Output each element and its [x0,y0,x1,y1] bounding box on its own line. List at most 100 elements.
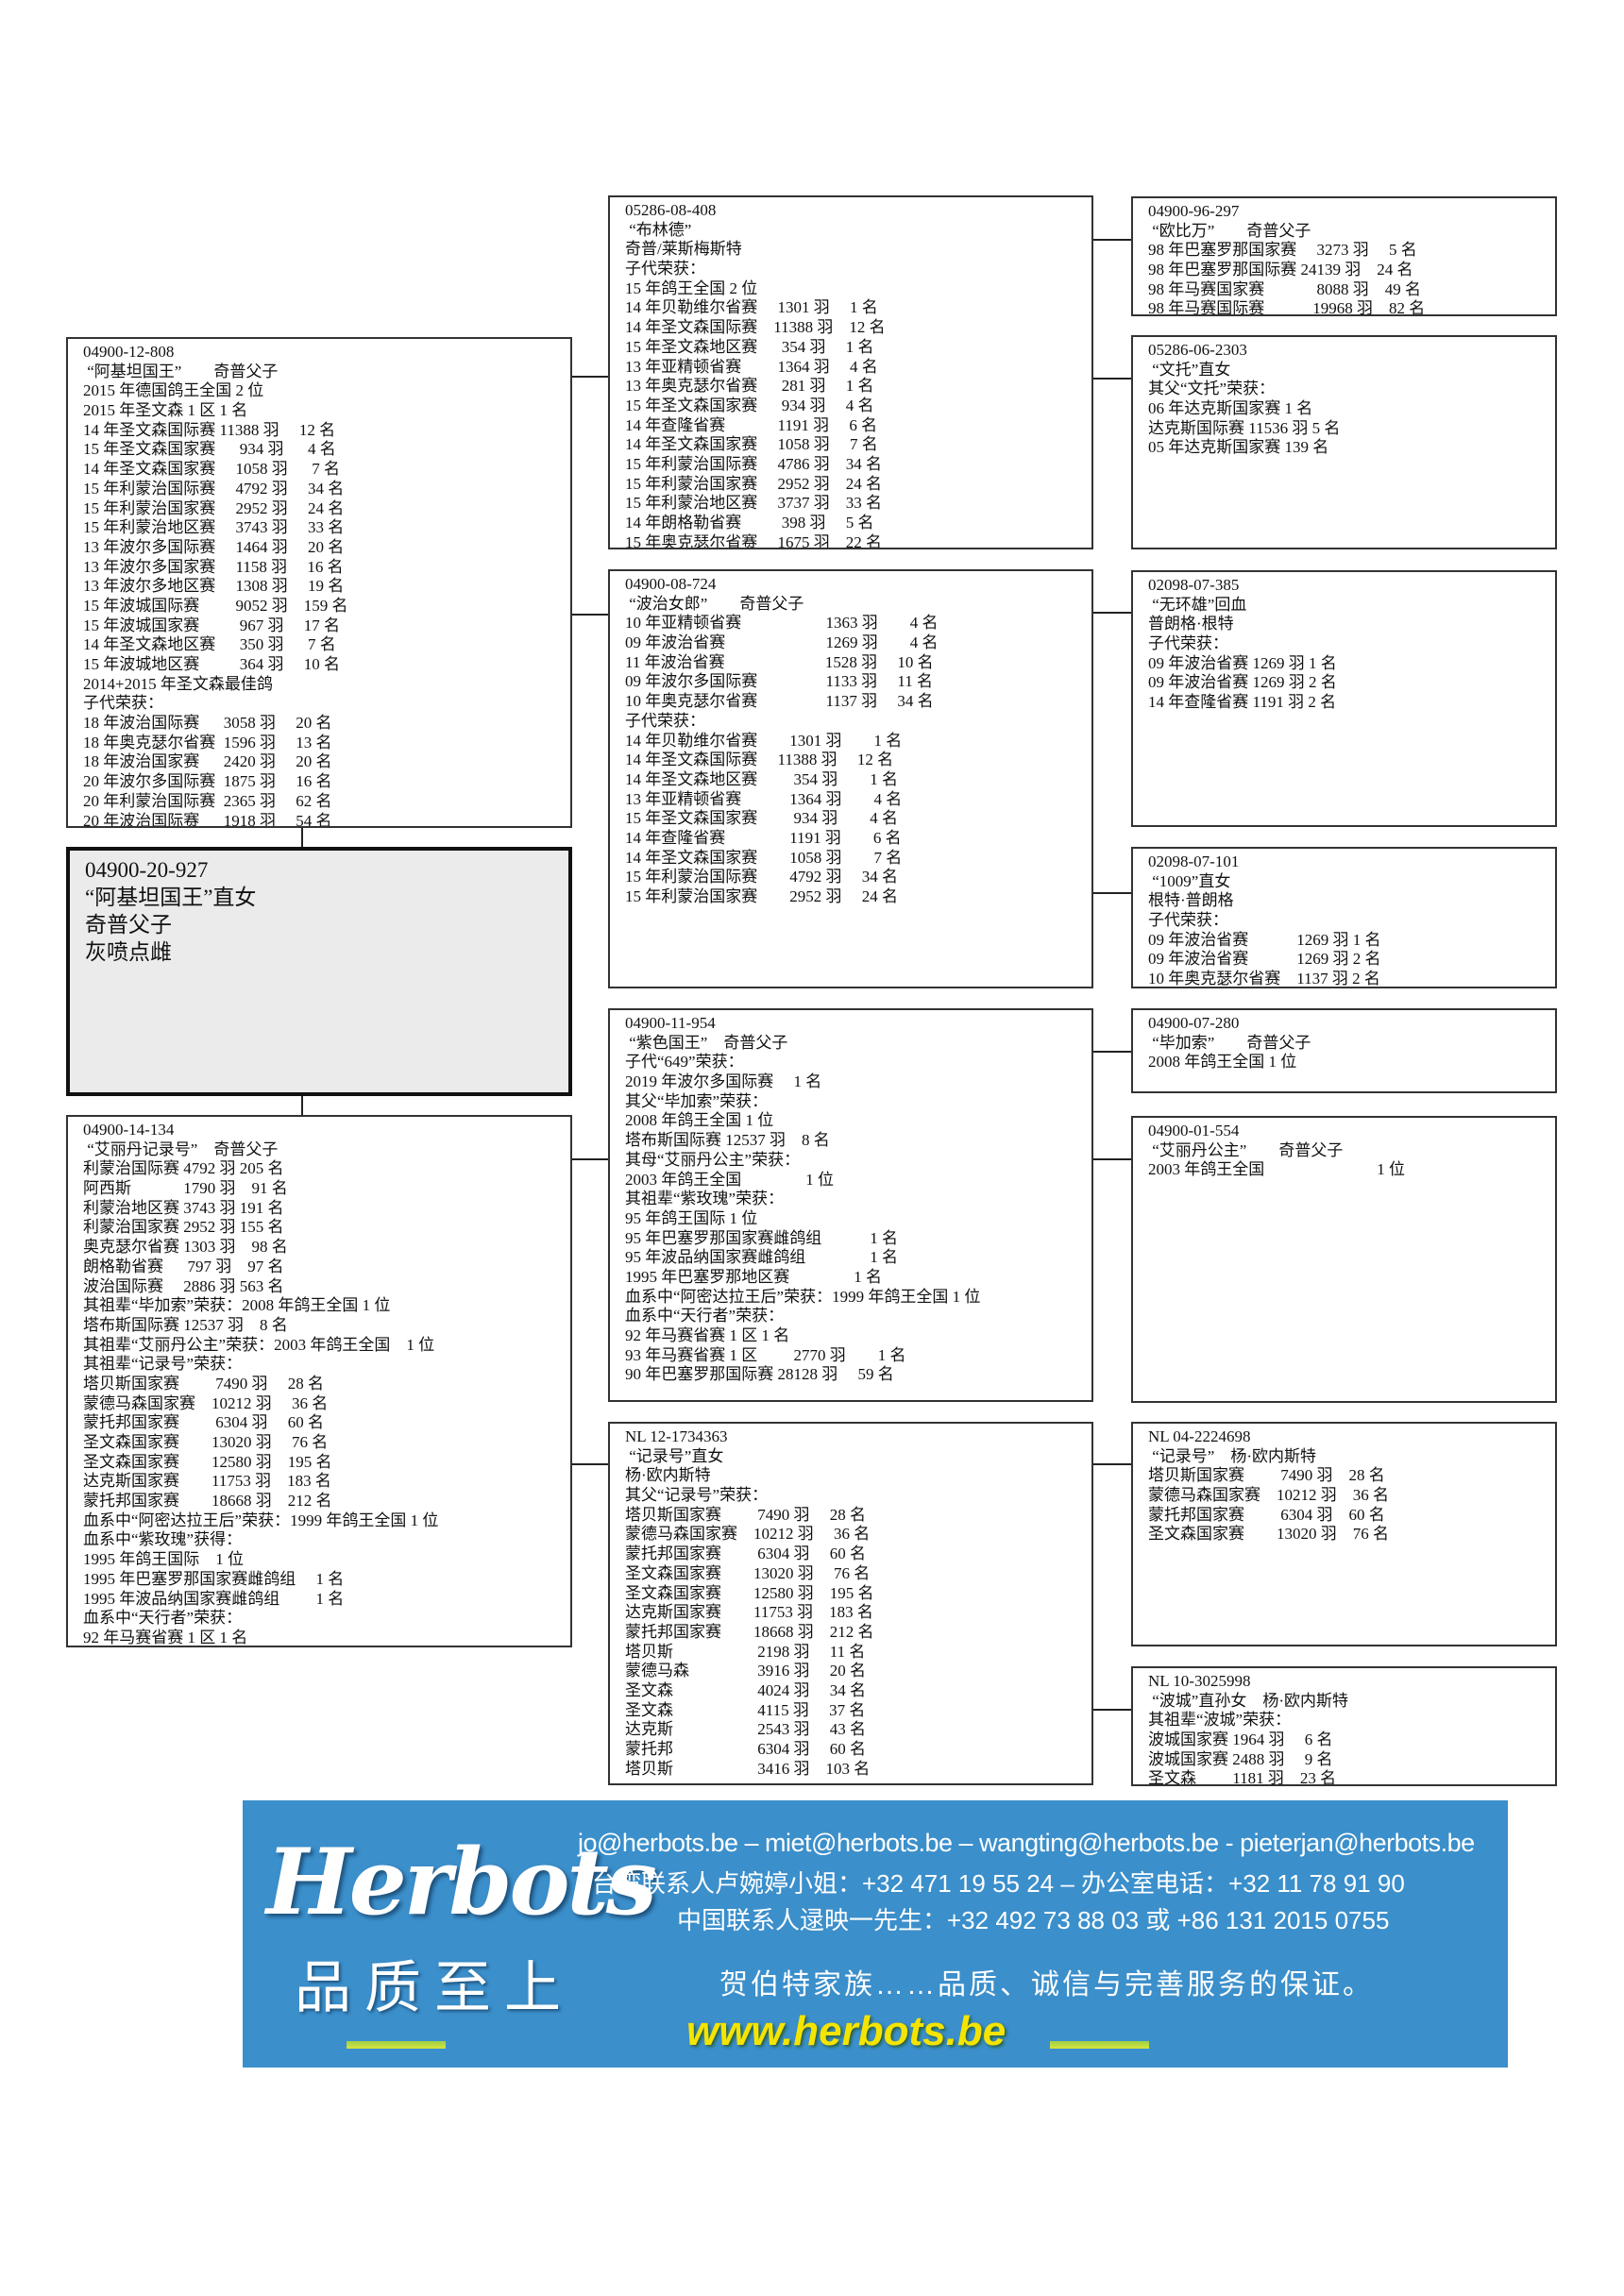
card-line: 2008 年鸽王全国 1 位 [1148,1053,1297,1072]
card-line: 子代荣获： [83,694,163,713]
card-line: 蒙托邦国家赛 6304 羽 60 名 [1148,1505,1385,1524]
card-line: 奇普父子 [85,913,172,937]
card-line: 奇普/莱斯梅斯特 [625,240,742,259]
card-line: “阿基坦国王” 奇普父子 [83,362,279,380]
card-line: 子代荣获： [625,260,705,279]
card-line: 血系中“天行者”荣获： [625,1307,785,1325]
card-line: 18 年波治国际赛 3058 羽 20 名 [83,714,332,733]
ring-number: 04900-01-554 [1148,1122,1240,1140]
card-line: 塔贝斯国家赛 7490 羽 28 名 [625,1505,866,1524]
ring-number: 04900-12-808 [83,343,175,361]
card-line: 90 年巴塞罗那国际赛 28128 羽 59 名 [625,1365,894,1384]
great-grandparent-card: 04900-96-297 “欧比万” 奇普父子 98 年巴塞罗那国家赛 3273 … [1131,196,1557,316]
card-line: 圣文森 4115 羽 37 名 [625,1700,866,1719]
card-line: 20 年波治国际赛 1918 羽 54 名 [83,811,332,828]
card-line: 子代荣获： [1148,911,1228,930]
card-line: 14 年查隆省赛 1191 羽 6 名 [625,828,902,847]
ring-number: NL 10-3025998 [1148,1672,1251,1690]
card-line: 蒙德马森国家赛 10212 羽 36 名 [83,1393,329,1412]
card-line: 子代荣获： [625,711,705,730]
card-line: 波城国家赛 2488 羽 9 名 [1148,1749,1333,1768]
card-line: 2015 年圣文森 1 区 1 名 [83,401,248,420]
card-line: 其祖辈“毕加索”荣获：2008 年鸽王全国 1 位 [83,1296,391,1315]
card-line: 血系中“天行者”荣获： [83,1609,243,1628]
card-line: 1995 年鸽王国际 1 位 [83,1550,244,1569]
connector [571,1158,609,1160]
connector [571,376,609,378]
card-line: 利蒙治国际赛 4792 羽 205 名 [83,1159,284,1178]
card-line: 血系中“紫玫瑰”获得： [83,1530,243,1549]
card-line: 其父“文托”荣获： [1148,380,1276,398]
great-grandparent-card: 02098-07-385 “无环雄”回血 普朗格·根特 子代荣获： 09 年波治省赛 … [1131,570,1557,827]
card-line: 98 年马赛国际赛 19968 羽 82 名 [1148,299,1426,316]
card-line: 13 年亚精顿省赛 1364 羽 4 名 [625,357,878,376]
card-line: 杨·欧内斯特 [625,1466,711,1485]
card-line: 圣文森国家赛 13020 羽 76 名 [625,1563,871,1582]
contact-emails[interactable]: jo@herbots.be – miet@herbots.be – wangti… [578,1829,1475,1857]
card-line: 灰喷点雌 [85,940,172,964]
card-line: 利蒙治地区赛 3743 羽 191 名 [83,1198,284,1217]
herbots-banner: Herbots 品质至上 jo@herbots.be – miet@herbot… [243,1800,1508,2068]
card-line: 奥克瑟尔省赛 1303 羽 98 名 [83,1238,288,1257]
card-line: 塔贝斯 2198 羽 11 名 [625,1642,866,1661]
card-line: 圣文森国家赛 13020 羽 76 名 [1148,1525,1389,1544]
card-line: 塔贝斯国家赛 7490 羽 28 名 [1148,1466,1385,1485]
great-grandparent-card: 04900-01-554 “艾丽丹公主” 奇普父子 2003 年鸽王全国 1 位 [1131,1116,1557,1403]
card-line: 95 年鸽王国际 1 位 [625,1208,758,1227]
connector [1092,1709,1132,1711]
card-line: 15 年利蒙治国家赛 2952 羽 24 名 [625,474,882,493]
card-line: 06 年达克斯国家赛 1 名 [1148,399,1313,418]
connector [1092,239,1132,241]
card-line: 15 年圣文森国家赛 934 羽 4 名 [83,440,336,459]
card-line: 其祖辈“波城”荣获： [1148,1711,1292,1730]
card-line: 14 年贝勒维尔省赛 1301 羽 1 名 [625,298,878,317]
card-line: 10 年亚精顿省赛 1363 羽 4 名 [625,614,939,633]
card-line: 20 年波尔多国际赛 1875 羽 16 名 [83,772,332,791]
card-line: 13 年亚精顿省赛 1364 羽 4 名 [625,789,903,808]
card-line: 92 年马赛省赛 1 区 1 名 [83,1628,248,1646]
card-line: 子代“649”荣获： [625,1053,744,1072]
card-line: 塔布斯国际赛 12537 羽 8 名 [83,1315,288,1334]
card-line: 子代荣获： [1148,634,1228,653]
card-line: 波治国际赛 2886 羽 563 名 [83,1276,284,1295]
ring-number: 04900-14-134 [83,1121,175,1139]
card-line: 其母“艾丽丹公主”荣获： [625,1150,801,1169]
connector [571,614,609,616]
card-line: 15 年利蒙治国际赛 4792 羽 34 名 [83,479,345,498]
card-line: 2014+2015 年圣文森最佳鸽 [83,674,273,693]
card-line: 其祖辈“艾丽丹公主”荣获：2003 年鸽王全国 1 位 [83,1335,435,1354]
card-line: 血系中“阿密达拉王后”荣获：1999 年鸽王全国 1 位 [83,1511,439,1529]
card-line: 圣文森国家赛 13020 羽 76 名 [83,1433,329,1451]
card-line: 13 年波尔多国家赛 1158 羽 16 名 [83,557,344,576]
card-line: 2003 年鸽王全国 1 位 [1148,1160,1405,1179]
card-line: 10 年奥克瑟尔省赛 1137 羽 34 名 [625,692,934,711]
card-line: 15 年波城国家赛 967 羽 17 名 [83,616,340,634]
card-line: 14 年圣文森国家赛 1058 羽 7 名 [625,848,903,867]
card-line: 18 年奥克瑟尔省赛 1596 羽 13 名 [83,733,332,751]
card-line: 15 年圣文森地区赛 354 羽 1 名 [625,337,874,356]
ring-number: 05286-06-2303 [1148,341,1247,359]
ring-number: 02098-07-101 [1148,853,1240,870]
card-line: 18 年波治国家赛 2420 羽 20 名 [83,752,332,771]
website-link[interactable]: www.herbots.be [686,2008,1007,2054]
card-line: 11 年波治省赛 1528 羽 10 名 [625,652,934,671]
card-line: 塔贝斯国家赛 7490 羽 28 名 [83,1374,324,1393]
card-line: 其祖辈“记录号”荣获： [83,1355,243,1374]
card-line: 塔贝斯 3416 羽 103 名 [625,1759,871,1778]
card-line: 14 年圣文森国际赛 11388 羽 12 名 [83,420,336,439]
card-line: 蒙托邦国家赛 6304 羽 60 名 [83,1413,324,1432]
card-line: 蒙德马森国家赛 10212 羽 36 名 [625,1525,871,1544]
card-line: 15 年鸽王全国 2 位 [625,279,758,297]
card-line: 93 年马赛省赛 1 区 2770 羽 1 名 [625,1345,906,1364]
card-line: 15 年圣文森国家赛 934 羽 4 名 [625,396,874,414]
card-line: 14 年圣文森国家赛 1058 羽 7 名 [83,460,340,479]
connector [1092,378,1132,380]
great-grandparent-card: 02098-07-101 “1009”直女 根特·普朗格 子代荣获： 09 年波治省赛… [1131,847,1557,988]
card-line: 2019 年波尔多国际赛 1 名 [625,1072,822,1091]
card-line: 15 年利蒙治国际赛 4786 羽 34 名 [625,454,882,473]
card-line: “毕加索” 奇普父子 [1148,1033,1311,1052]
card-line: 15 年利蒙治地区赛 3743 羽 33 名 [83,518,345,537]
card-line: 达克斯 2543 羽 43 名 [625,1720,866,1739]
card-line: 15 年利蒙治国家赛 2952 羽 24 名 [625,887,898,905]
card-line: 利蒙治国家赛 2952 羽 155 名 [83,1218,284,1237]
